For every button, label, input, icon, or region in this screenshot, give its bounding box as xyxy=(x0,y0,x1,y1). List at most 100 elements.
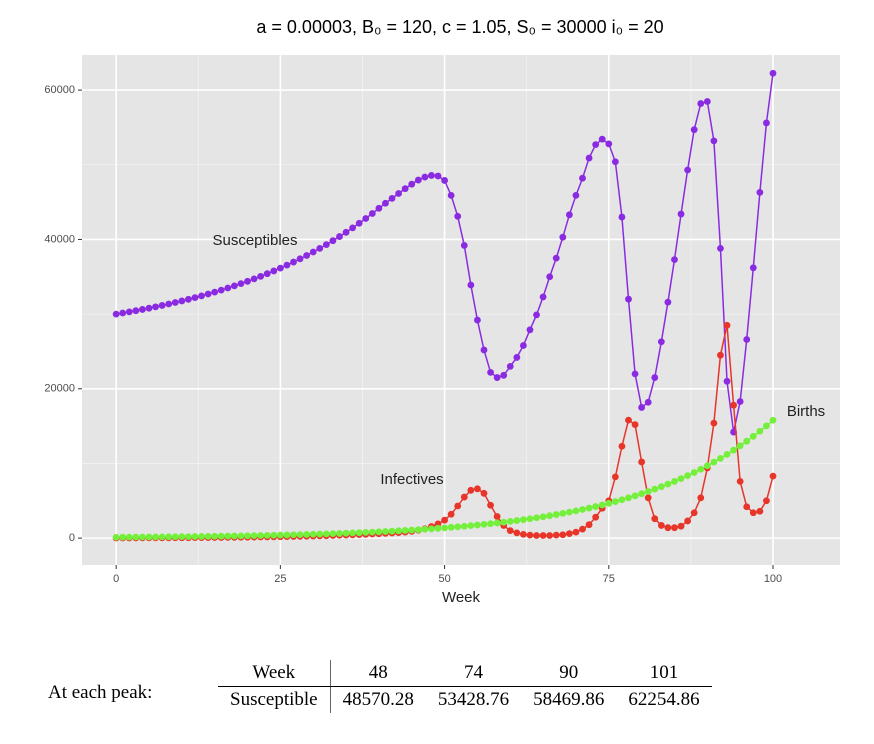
data-point xyxy=(342,529,350,537)
data-point xyxy=(171,533,179,541)
data-point xyxy=(309,530,317,538)
data-point xyxy=(723,377,731,385)
data-point xyxy=(572,528,580,536)
data-point xyxy=(487,520,494,528)
data-point xyxy=(414,526,422,534)
data-point xyxy=(368,210,376,217)
data-point xyxy=(749,432,757,440)
data-point xyxy=(178,297,186,305)
data-point xyxy=(638,458,646,466)
data-point xyxy=(447,191,455,199)
data-point xyxy=(237,280,245,288)
data-point xyxy=(276,531,284,539)
data-point xyxy=(171,299,179,306)
data-point xyxy=(756,188,764,196)
data-point xyxy=(506,527,514,535)
x-tick-label: 100 xyxy=(764,573,782,585)
data-point xyxy=(638,404,646,411)
table-cell: 62254.86 xyxy=(628,689,700,710)
data-point xyxy=(769,472,777,480)
data-point xyxy=(539,532,547,539)
data-point xyxy=(336,233,343,240)
data-point xyxy=(546,532,554,539)
data-point xyxy=(316,244,324,252)
data-point xyxy=(730,446,737,454)
data-point xyxy=(290,531,297,539)
data-point xyxy=(355,529,363,537)
data-point xyxy=(585,154,593,162)
data-point xyxy=(743,336,751,343)
data-point xyxy=(763,422,770,430)
data-point xyxy=(460,493,468,501)
data-point xyxy=(605,499,613,507)
table-cell: Week xyxy=(218,660,331,687)
data-point xyxy=(401,185,409,193)
data-point xyxy=(638,490,646,498)
data-point xyxy=(336,530,343,537)
data-point xyxy=(526,531,534,539)
data-point xyxy=(710,419,718,427)
data-point xyxy=(697,494,705,502)
data-point xyxy=(408,526,416,534)
data-point xyxy=(125,308,133,316)
table-cell: 74 xyxy=(425,660,522,687)
data-point xyxy=(769,69,777,77)
data-point xyxy=(139,306,146,313)
data-point xyxy=(401,527,409,534)
data-point xyxy=(474,485,481,493)
data-point xyxy=(454,523,462,531)
data-point xyxy=(303,531,311,538)
data-point xyxy=(454,502,462,510)
data-point xyxy=(697,465,705,473)
data-point xyxy=(671,256,678,263)
data-point xyxy=(631,421,639,429)
data-point xyxy=(723,450,731,458)
x-tick-label: 0 xyxy=(113,573,119,585)
data-point xyxy=(303,252,311,259)
table-cell: 53428.76 xyxy=(437,689,510,710)
data-point xyxy=(743,503,751,511)
data-point xyxy=(572,507,580,515)
data-point xyxy=(579,525,586,533)
y-tick-label: 60000 xyxy=(44,84,75,96)
data-point xyxy=(309,248,317,256)
data-point xyxy=(474,521,481,529)
data-point xyxy=(244,277,251,285)
data-point xyxy=(546,273,554,281)
data-point xyxy=(611,158,619,166)
data-point xyxy=(421,525,429,533)
data-point xyxy=(152,533,159,541)
data-point xyxy=(526,515,534,523)
data-point xyxy=(112,310,120,318)
data-point xyxy=(316,530,324,538)
data-point xyxy=(618,442,626,450)
chart: a = 0.00003, B₀ = 120, c = 1.05, S₀ = 30… xyxy=(44,17,840,606)
data-point xyxy=(559,509,567,517)
data-point xyxy=(565,508,573,516)
data-point xyxy=(191,533,199,540)
data-point xyxy=(592,503,600,510)
data-point xyxy=(526,326,534,334)
panel xyxy=(82,55,840,565)
data-point xyxy=(506,362,514,370)
data-point xyxy=(132,307,140,315)
data-point xyxy=(375,528,383,536)
data-point xyxy=(368,528,376,536)
data-point xyxy=(230,282,238,290)
data-point xyxy=(474,316,481,324)
data-point xyxy=(520,342,527,349)
data-point xyxy=(434,524,442,532)
table-cell: 58469.86 xyxy=(533,689,605,710)
data-point xyxy=(690,469,698,476)
data-point xyxy=(513,529,521,537)
data-point xyxy=(585,504,593,512)
data-point xyxy=(592,141,600,149)
data-point xyxy=(158,302,166,309)
data-point xyxy=(703,462,711,470)
data-point xyxy=(211,532,219,540)
data-point xyxy=(730,401,737,409)
data-point xyxy=(657,338,665,346)
data-point xyxy=(480,346,488,354)
data-point xyxy=(441,177,448,184)
table-cell: Susceptible xyxy=(218,686,331,713)
